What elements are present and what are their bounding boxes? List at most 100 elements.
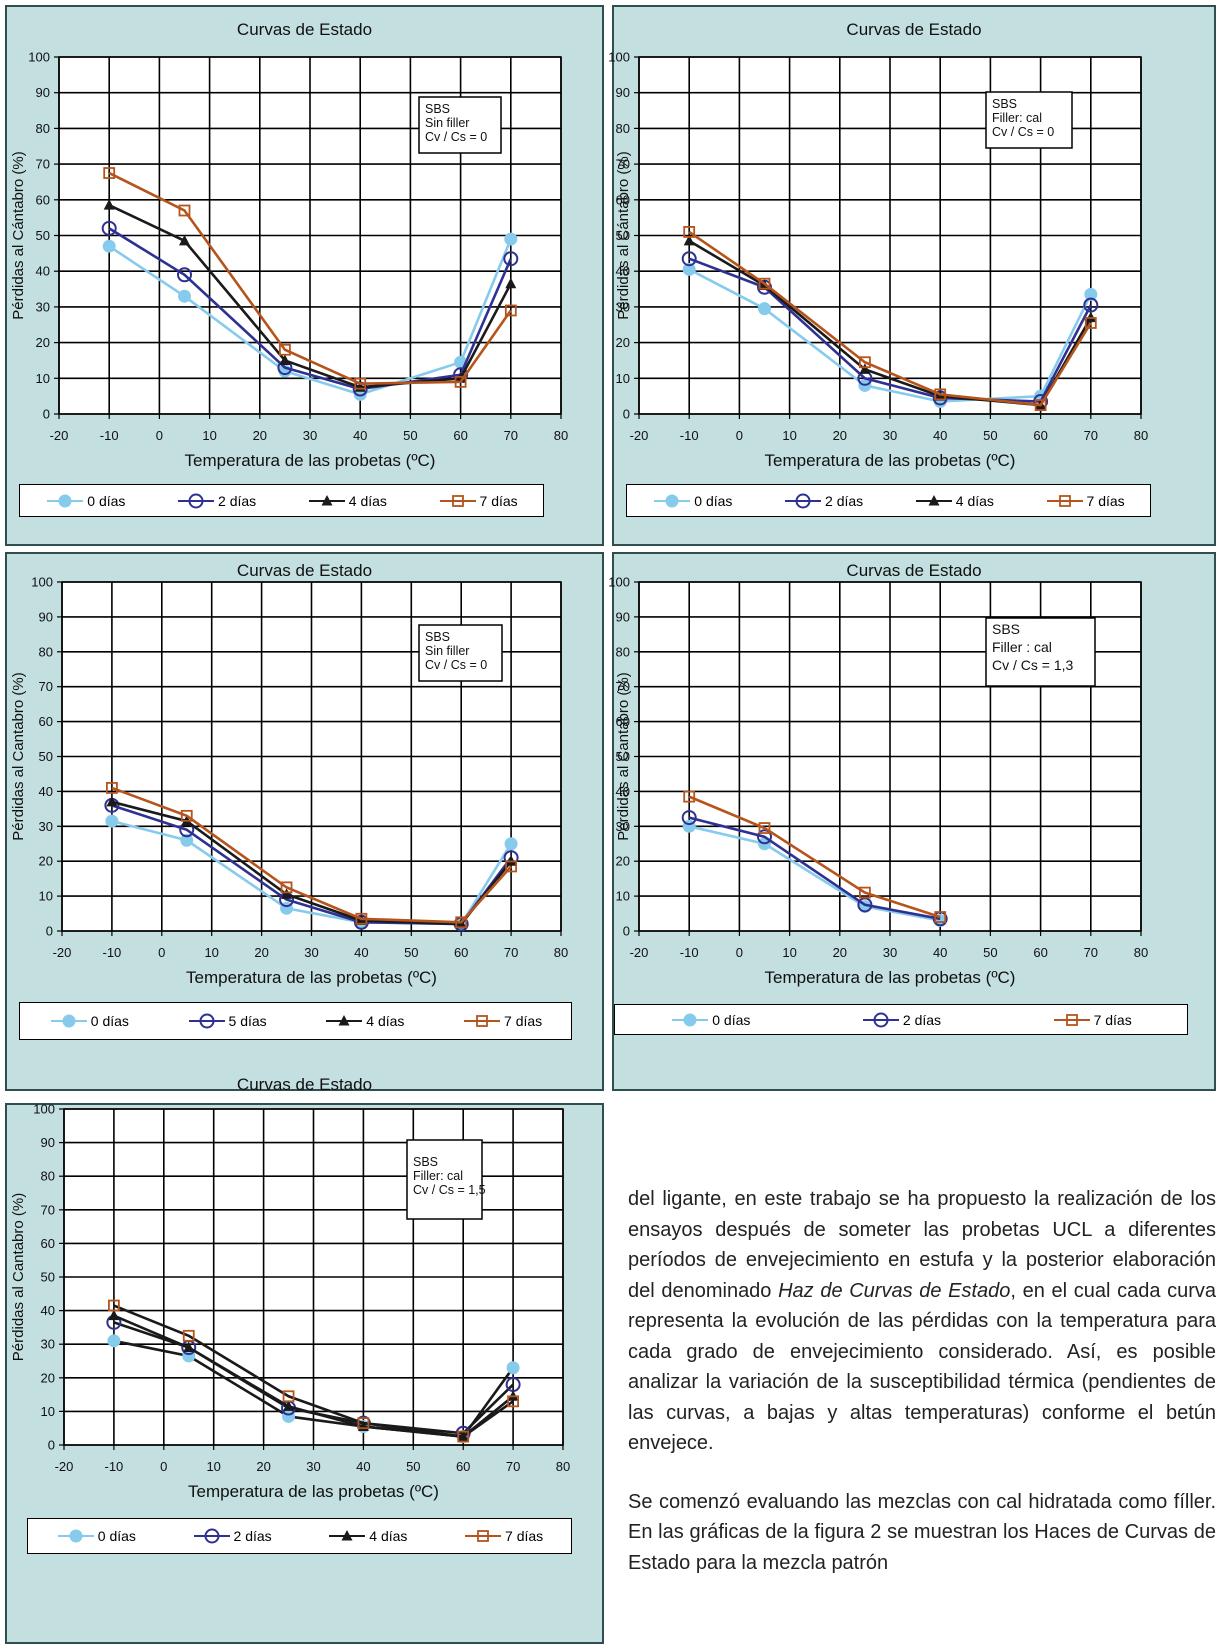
legend-marker [665,494,679,507]
series-line [688,816,941,921]
legend-swatch [672,1013,709,1026]
data-point [503,251,519,267]
y-tick-label: 40 [41,1303,55,1318]
legend-marker [928,494,940,505]
y-tick-label: 80 [39,644,53,659]
data-point [102,239,116,253]
chart-title: Curvas de Estado [237,20,372,39]
x-tick-label: 70 [506,1459,520,1474]
data-point [758,822,771,834]
y-tick-label: 80 [36,121,50,136]
y-tick-label: 0 [623,407,630,422]
legend-label: 5 días [228,1013,267,1029]
x-tick-label: 40 [933,428,947,443]
legend-swatch [464,1015,501,1027]
legend-label: 0 días [694,492,733,509]
x-tick-label: 80 [554,428,568,443]
y-tick-label: 10 [41,1404,55,1419]
y-tick-label: 60 [616,714,630,729]
legend-item: 2 días [861,1012,941,1028]
paragraph-1: del ligante, en este trabajo se ha propu… [628,1184,1216,1459]
legend-marker [188,493,204,508]
series-3 [103,199,517,392]
series-4 [108,1299,520,1443]
data-point [934,911,947,923]
legend-marker [477,1530,489,1542]
chart-panel-3: Curvas de Estado -20 -10 0 10 20 30 40 50 60 70 80 0… [5,552,604,1091]
legend-label: 2 días [902,1011,942,1028]
chart-title: Curvas de Estado [237,1075,372,1094]
y-tick-label: 100 [28,50,50,65]
x-tick-label: -20 [630,428,649,443]
legend-item: 5 días [187,1013,267,1029]
y-tick-label: 70 [39,679,53,694]
legend-label: 2 días [233,1528,272,1544]
x-tick-label: 10 [206,1459,220,1474]
legend-marker [338,1015,350,1026]
x-tick-label: 50 [406,1459,420,1474]
chart-title: Curvas de Estado [846,20,981,39]
legend-swatch [329,1530,366,1541]
y-tick-label: 70 [616,679,630,694]
legend-marker [62,1014,76,1028]
annotation-line: Filler: cal [992,111,1042,125]
series-line [108,171,512,385]
y-tick-label: 10 [616,889,630,904]
data-point [455,916,468,929]
x-tick-label: -20 [50,428,69,443]
legend-item: 7 días [462,1013,542,1029]
x-tick-label: -10 [680,428,699,443]
x-tick-label: 20 [256,1459,270,1474]
legend-label: 7 días [1086,492,1125,509]
data-point [1084,317,1097,329]
legend: 0 días 5 días 4 días 7 días [19,1002,572,1040]
y-axis-label: Pérdidas al Cantabro (%) [10,1193,27,1361]
x-tick-label: 0 [156,428,163,443]
chart-svg-4: Curvas de Estado -20 -10 0 10 20 30 40 50 60 70 80 0… [608,561,1148,987]
x-tick-label: 40 [933,945,947,960]
legend-item: 7 días [1052,1012,1132,1028]
y-tick-label: 90 [36,85,50,100]
paragraph-1-text-b: , en el cual cada curva representa la ev… [628,1279,1216,1455]
x-axis-label: Temperatura de las probetas (ºC) [185,451,436,470]
legend-label: 4 días [348,492,387,509]
x-tick-label: 60 [1033,428,1047,443]
legend-item: 2 días [783,493,863,509]
y-tick-label: 40 [616,784,630,799]
legend-item: 4 días [327,1528,407,1544]
y-tick-label: 60 [36,192,50,207]
y-tick-label: 50 [616,228,630,243]
data-point [683,234,695,246]
legend-item: 4 días [324,1013,404,1029]
legend-label: 7 días [504,1013,543,1029]
x-tick-label: -20 [53,945,72,960]
legend-label: 0 días [90,1013,129,1029]
x-tick-label: 30 [883,945,897,960]
data-point [282,1390,295,1403]
y-tick-label: 30 [41,1337,55,1352]
y-tick-label: 60 [41,1236,55,1251]
data-point [178,204,191,217]
data-point [681,251,697,267]
legend-swatch [785,493,822,508]
x-tick-label: -10 [100,428,119,443]
x-tick-label: 40 [356,1459,370,1474]
data-point [357,1417,370,1430]
legend-marker [476,1015,488,1027]
data-point [504,232,518,246]
x-tick-label: 60 [453,428,467,443]
x-tick-label: 80 [556,1459,570,1474]
data-point [103,199,115,210]
legend: 0 días 2 días 4 días 7 días [19,484,544,517]
data-point [103,167,116,179]
y-tick-label: 40 [616,264,630,279]
x-tick-label: -20 [630,945,649,960]
data-point [108,1309,120,1321]
x-tick-label: 50 [983,945,997,960]
x-tick-label: -20 [55,1459,74,1474]
y-tick-label: 70 [616,157,630,172]
data-point [758,277,771,290]
chart-panel-4: Curvas de Estado -20 -10 0 10 20 30 40 50 60 70 80 0… [608,552,1216,1091]
legend-marker [873,1012,889,1027]
